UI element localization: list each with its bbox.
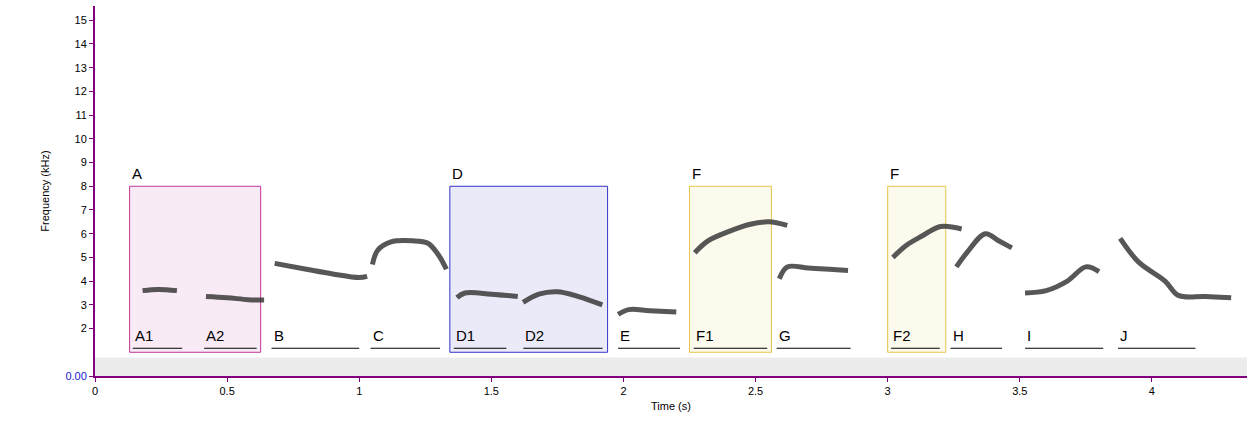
svg-text:F2: F2: [893, 327, 911, 344]
svg-text:15: 15: [75, 14, 87, 26]
svg-text:14: 14: [75, 38, 87, 50]
svg-text:F: F: [692, 165, 701, 182]
svg-text:3: 3: [885, 385, 891, 397]
svg-text:10: 10: [75, 133, 87, 145]
svg-text:0: 0: [92, 385, 98, 397]
svg-text:3.5: 3.5: [1012, 385, 1027, 397]
svg-text:F: F: [890, 165, 899, 182]
svg-text:C: C: [373, 327, 384, 344]
svg-text:2: 2: [81, 322, 87, 334]
svg-text:13: 13: [75, 62, 87, 74]
svg-text:A2: A2: [206, 327, 224, 344]
svg-text:7: 7: [81, 204, 87, 216]
svg-text:8: 8: [81, 180, 87, 192]
svg-text:D1: D1: [456, 327, 475, 344]
svg-text:1.5: 1.5: [484, 385, 499, 397]
svg-text:I: I: [1027, 327, 1031, 344]
svg-text:D2: D2: [525, 327, 544, 344]
svg-text:J: J: [1120, 327, 1128, 344]
svg-text:Time (s): Time (s): [651, 400, 691, 412]
svg-text:2.5: 2.5: [748, 385, 763, 397]
svg-text:6: 6: [81, 228, 87, 240]
svg-text:5: 5: [81, 251, 87, 263]
svg-text:11: 11: [75, 109, 86, 121]
svg-text:H: H: [953, 327, 964, 344]
svg-text:0.00: 0.00: [65, 370, 86, 382]
svg-text:Frequency (kHz): Frequency (kHz): [39, 150, 51, 231]
svg-text:1: 1: [356, 385, 362, 397]
svg-text:2: 2: [620, 385, 626, 397]
svg-text:D: D: [452, 165, 463, 182]
svg-text:B: B: [274, 327, 284, 344]
svg-text:4: 4: [81, 275, 87, 287]
svg-text:A: A: [132, 165, 142, 182]
svg-text:0.5: 0.5: [219, 385, 234, 397]
svg-text:4: 4: [1149, 385, 1155, 397]
svg-text:E: E: [620, 327, 630, 344]
svg-text:G: G: [779, 327, 791, 344]
svg-text:3: 3: [81, 299, 87, 311]
svg-text:A1: A1: [135, 327, 153, 344]
svg-text:9: 9: [81, 156, 87, 168]
svg-text:12: 12: [75, 85, 87, 97]
svg-text:F1: F1: [696, 327, 714, 344]
